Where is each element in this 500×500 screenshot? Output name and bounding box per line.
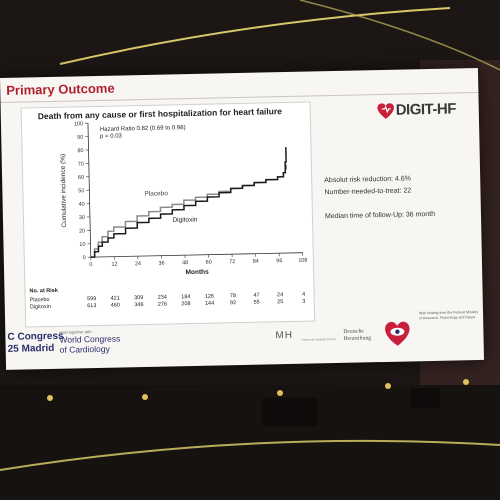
digit-hf-logo: DIGIT-HF: [375, 98, 465, 122]
y-tick-label: 90: [77, 135, 83, 141]
at-risk-cell: 208: [181, 301, 190, 307]
at-risk-heading: No. at Risk: [29, 288, 58, 295]
at-risk-cell: 234: [158, 295, 167, 301]
x-axis-label: Months: [185, 269, 209, 276]
at-risk-cell: 47: [253, 293, 259, 299]
series-line-placebo: [90, 164, 288, 258]
at-risk-cell: 421: [111, 296, 120, 302]
congress-location: 25 Madrid: [7, 342, 55, 355]
at-risk-row-label: Placebo: [30, 297, 50, 303]
nnt-text: Number-needed-to-treat: 22: [324, 187, 412, 197]
y-tick-label: 40: [78, 202, 84, 208]
at-risk-cell: 613: [87, 303, 96, 309]
followup-text: Median time of follow-Up: 36 month: [324, 210, 436, 221]
chart-panel: Death from any cause or first hospitaliz…: [20, 101, 316, 328]
funding-notice: With funding from the Federal Ministry o…: [418, 310, 479, 320]
y-tick-label: 70: [78, 161, 84, 167]
at-risk-cell: 55: [254, 300, 260, 306]
at-risk-cell: 309: [134, 295, 143, 301]
x-tick-label: 60: [206, 260, 212, 266]
series-label-digitoxin: Digitoxin: [172, 216, 197, 224]
y-axis-label: Cumulative incidence (%): [60, 154, 69, 228]
hazard-ratio-annotation: p = 0.03: [100, 133, 123, 139]
km-plot: 0 10 20 30 40 50 60 70 80 90 100 0 12 24 36 48 60 72 84 96 1…: [29, 121, 307, 310]
at-risk-cell: 144: [205, 301, 214, 307]
at-risk-cell: 25: [277, 299, 283, 305]
congress-branding: C Congress 25 Madrid Held together with …: [5, 327, 166, 364]
heart-eye-logo-icon: [385, 321, 410, 346]
logo-text: DIGIT-HF: [395, 100, 457, 119]
at-risk-cell: 460: [111, 303, 120, 309]
wcc-line-2: of Cardiology: [59, 343, 110, 355]
series-line-digitoxin: [90, 147, 287, 258]
x-tick-label: 84: [253, 259, 259, 265]
y-tick-label: 80: [77, 148, 83, 154]
at-risk-cell: 24: [277, 292, 283, 298]
x-axis-line: [90, 252, 303, 258]
y-tick-label: 50: [78, 188, 84, 194]
x-tick-label: 36: [158, 261, 164, 267]
mhh-logo-text: MH: [275, 329, 294, 342]
at-risk-row-label: Digitoxin: [30, 304, 51, 310]
at-risk-cell: 4: [302, 292, 305, 298]
at-risk-cell: 184: [181, 294, 190, 300]
at-risk-cell: 3: [302, 299, 305, 305]
y-tick-label: 30: [79, 215, 85, 221]
y-tick-label: 0: [83, 255, 86, 261]
x-tick-label: 12: [111, 262, 117, 268]
presentation-slide: Primary Outcome DIGIT-HF Death from any …: [0, 67, 485, 370]
series-label-placebo: Placebo: [144, 190, 168, 197]
risk-reduction-text: Absolut risk reduction: 4.6%: [324, 175, 412, 185]
stage-light-arc: [59, 7, 451, 65]
at-risk-cell: 78: [230, 293, 236, 299]
x-tick-label: 0: [89, 262, 92, 268]
mhh-subtitle: Hannover Medical School: [301, 337, 336, 342]
hazard-ratio-annotation: Hazard Ratio 0.82 (0.69 to 0.98): [100, 125, 186, 133]
at-risk-cell: 276: [158, 302, 167, 308]
herzstiftung-line-2: Herzstiftung: [343, 334, 372, 342]
wcc-line-1: World Congress: [59, 333, 121, 345]
congress-name: C Congress: [7, 330, 64, 343]
x-tick-label: 24: [135, 261, 141, 267]
y-tick-label: 60: [78, 175, 84, 181]
at-risk-cell: 599: [87, 296, 96, 302]
x-tick-label: 72: [229, 259, 235, 265]
y-tick-label: 20: [79, 228, 85, 234]
x-tick-label: 48: [182, 260, 188, 266]
slide-title: Primary Outcome: [6, 80, 115, 98]
at-risk-cell: 346: [134, 302, 143, 308]
x-tick-label: 96: [276, 258, 282, 264]
heart-icon: [377, 103, 394, 119]
y-tick-label: 100: [74, 121, 83, 127]
y-tick-label: 10: [79, 242, 85, 248]
floor-light-arc: [0, 439, 500, 471]
x-tick-label: 108: [298, 258, 307, 264]
at-risk-cell: 126: [205, 294, 214, 300]
stage-monitor: [262, 398, 318, 426]
herzstiftung-logo-text: Deutsche Herzstiftung: [343, 328, 371, 342]
at-risk-cell: 92: [230, 300, 236, 306]
